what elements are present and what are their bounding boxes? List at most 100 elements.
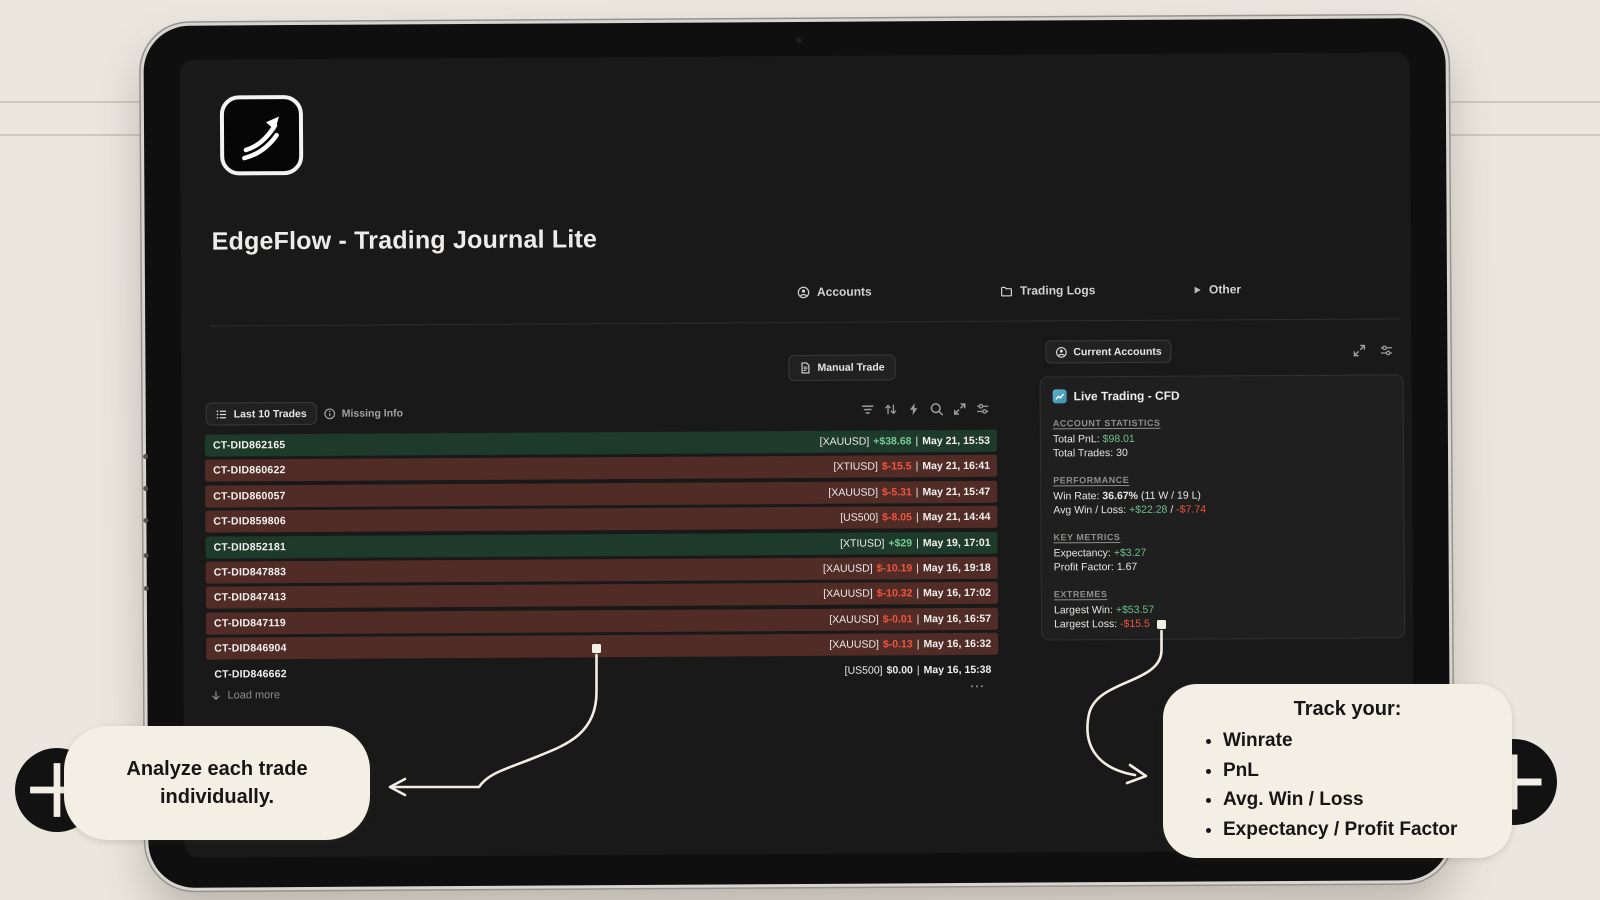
tab-other[interactable]: Other <box>1193 281 1241 297</box>
trade-datetime: May 21, 15:47 <box>922 485 991 499</box>
trade-symbol: [XTIUSD] <box>840 537 885 550</box>
list-icon <box>216 409 227 419</box>
zap-icon[interactable] <box>907 402 921 416</box>
account-card[interactable]: Live Trading - CFD ACCOUNT STATISTICS To… <box>1039 374 1406 641</box>
trade-row[interactable]: CT-DID860622 [XTIUSD] $-15.5 | May 21, 16:4… <box>205 455 998 483</box>
callout-title: Track your: <box>1293 698 1402 720</box>
more-options-button[interactable]: ⋯ <box>969 677 986 695</box>
tab-last-10-trades[interactable]: Last 10 Trades <box>205 401 317 426</box>
document-icon <box>801 362 810 374</box>
trade-id: CT-DID847883 <box>213 566 287 579</box>
tab-label: Other <box>1208 282 1242 297</box>
trade-pnl: $-10.32 <box>876 587 913 600</box>
trade-id: CT-DID846662 <box>214 667 287 681</box>
load-more-button[interactable]: Load more <box>210 689 280 701</box>
trade-symbol: [XTIUSD] <box>833 460 878 474</box>
callout-analyze-trades: Analyze each trade individually. <box>64 726 370 840</box>
stat-total-trades: Total Trades: 30 <box>1052 446 1128 460</box>
manual-trade-button[interactable]: Manual Trade <box>788 354 896 382</box>
sliders-icon[interactable] <box>976 402 990 416</box>
trade-row[interactable]: CT-DID862165 [XAUUSD] +$38.68 | May 21, 15:… <box>204 429 997 457</box>
info-icon <box>324 407 336 419</box>
sliders-icon[interactable] <box>1379 343 1393 357</box>
trade-symbol: [XAUUSD] <box>829 638 879 651</box>
callout-bullet: Avg. Win / Loss <box>1223 785 1492 815</box>
trade-id: CT-DID862165 <box>212 439 286 452</box>
trade-pnl: $0.00 <box>886 663 913 676</box>
callout-bullet: PnL <box>1223 756 1492 786</box>
trade-id: CT-DID847413 <box>213 591 287 604</box>
account-name: Live Trading - CFD <box>1073 388 1180 404</box>
trade-datetime: May 16, 16:32 <box>923 637 992 651</box>
trade-pnl: $-10.19 <box>876 562 913 575</box>
tab-trading-logs[interactable]: Trading Logs <box>1000 282 1095 299</box>
trade-symbol: [XAUUSD] <box>829 613 879 626</box>
trade-pnl: +$29 <box>888 536 913 550</box>
tablet-device: EdgeFlow - Trading Journal Lite Accounts… <box>142 18 1451 888</box>
trades-toolbar <box>861 402 990 417</box>
person-icon <box>797 286 810 298</box>
chart-icon <box>1052 389 1067 404</box>
expand-icon[interactable] <box>953 402 967 416</box>
tablet-camera <box>795 36 803 45</box>
tab-missing-info[interactable]: Missing Info <box>324 401 403 424</box>
trade-pnl: +$38.68 <box>873 435 912 448</box>
trade-datetime: May 16, 15:38 <box>923 663 992 676</box>
tablet-side-button <box>143 585 149 591</box>
current-accounts-tab[interactable]: Current Accounts <box>1045 339 1172 364</box>
play-toggle-icon <box>1194 286 1201 293</box>
trade-row[interactable]: CT-DID846904 [XAUUSD] $-0.13 | May 16, 16:3… <box>206 632 999 660</box>
tab-label: Missing Info <box>341 406 404 420</box>
expand-icon[interactable] <box>1352 344 1366 358</box>
arrow-down-icon <box>212 690 220 700</box>
trade-symbol: [XAUUSD] <box>823 587 873 601</box>
tab-accounts[interactable]: Accounts <box>797 284 872 300</box>
trade-row[interactable]: CT-DID846662 [US500] $0.00 | May 16, 15:38 <box>214 663 992 681</box>
trade-symbol: [XAUUSD] <box>828 486 879 499</box>
trade-pnl: $-8.05 <box>882 511 912 524</box>
trade-pnl: $-0.01 <box>882 613 913 626</box>
trade-row[interactable]: CT-DID847413 [XAUUSD] $-10.32 | May 16, 17:… <box>205 582 998 609</box>
trade-datetime: May 19, 17:01 <box>922 536 991 549</box>
section-divider <box>210 318 1401 327</box>
trade-id: CT-DID860622 <box>213 464 286 477</box>
callout-track-metrics: Track your: Winrate PnL Avg. Win / Loss … <box>1163 684 1512 858</box>
filter-icon[interactable] <box>861 403 875 417</box>
tablet-side-button <box>143 552 149 558</box>
trade-row[interactable]: CT-DID847119 [XAUUSD] $-0.01 | May 16, 16:5… <box>205 607 999 635</box>
callout-bullet: Winrate <box>1223 726 1492 756</box>
trade-row[interactable]: CT-DID847883 [XAUUSD] $-10.19 | May 16, 19:… <box>205 556 998 584</box>
trade-symbol: [US500] <box>844 663 883 677</box>
stat-profit-factor: Profit Factor: 1.67 <box>1053 560 1138 574</box>
trade-datetime: May 16, 16:57 <box>923 612 992 625</box>
folder-icon <box>1001 286 1013 296</box>
trade-datetime: May 21, 15:53 <box>922 434 990 448</box>
app-screen: EdgeFlow - Trading Journal Lite Accounts… <box>179 52 1415 858</box>
trade-datetime: May 21, 16:41 <box>922 460 991 473</box>
trade-pnl: $-0.13 <box>882 638 913 651</box>
person-icon <box>1056 346 1067 358</box>
sort-icon[interactable] <box>884 402 898 416</box>
trade-row[interactable]: CT-DID860057 [XAUUSD] $-5.31 | May 21, 15:4… <box>205 480 998 508</box>
section-label: ACCOUNT STATISTICS <box>1052 417 1161 429</box>
callout-bullet-list: Winrate PnL Avg. Win / Loss Expectancy /… <box>1203 726 1492 844</box>
tablet-side-button <box>143 517 149 523</box>
trades-list: CT-DID862165 [XAUUSD] +$38.68 | May 21, 15:… <box>204 429 999 689</box>
trade-id: CT-DID852181 <box>213 540 287 554</box>
trending-arrow-icon <box>241 116 279 161</box>
tab-label: Trading Logs <box>1019 283 1096 298</box>
trade-id: CT-DID859806 <box>213 515 286 528</box>
trade-id: CT-DID860057 <box>213 489 286 503</box>
button-label: Manual Trade <box>817 361 885 374</box>
callout-text: Analyze each trade individually. <box>126 758 308 808</box>
trade-row[interactable]: CT-DID852181 [XTIUSD] +$29 | May 19, 17:01 <box>205 531 998 559</box>
section-label: PERFORMANCE <box>1053 474 1130 486</box>
trade-symbol: [XAUUSD] <box>819 435 870 448</box>
tab-label: Current Accounts <box>1073 345 1162 358</box>
tab-label: Last 10 Trades <box>233 407 307 420</box>
trade-id: CT-DID846904 <box>214 642 287 655</box>
search-icon[interactable] <box>930 402 944 416</box>
stat-largest-loss: Largest Loss: -$15.5 <box>1054 617 1150 631</box>
trade-row[interactable]: CT-DID859806 [US500] $-8.05 | May 21, 14:44 <box>205 505 998 533</box>
